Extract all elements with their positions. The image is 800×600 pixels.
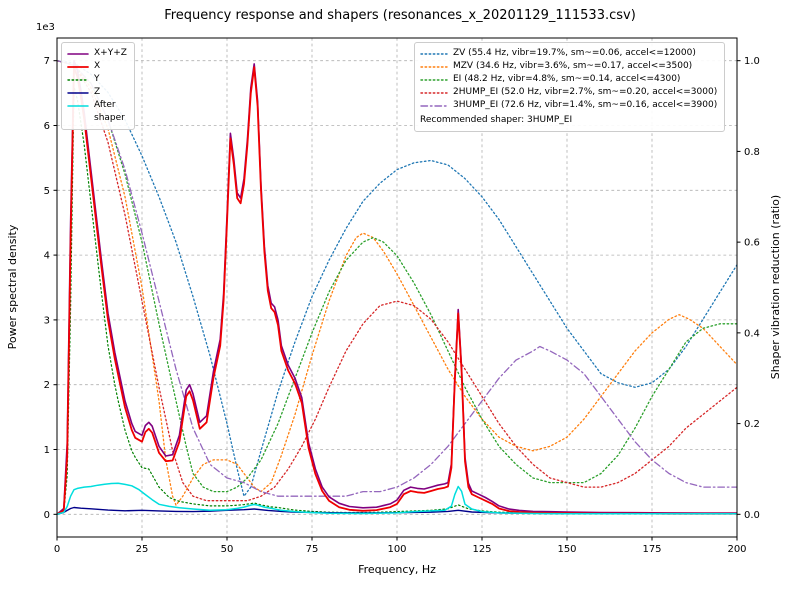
legend-item-mzv: MZV (34.6 Hz, vibr=3.6%, sm~=0.17, accel…	[420, 60, 717, 73]
series-x	[57, 66, 737, 516]
y-left-tick-label: 4	[44, 251, 50, 262]
x-tick-label: 125	[472, 544, 491, 555]
y-right-tick-label: 0.2	[744, 419, 760, 430]
legend-label-mzv: MZV (34.6 Hz, vibr=3.6%, sm~=0.17, accel…	[453, 61, 693, 72]
y-left-tick-label: 5	[44, 186, 50, 197]
y-right-tick-label: 0.4	[744, 328, 760, 339]
legend-item-after_shaper: After shaper	[67, 99, 127, 125]
y-right-tick-label: 0.6	[744, 238, 760, 249]
series-after_shaper	[57, 482, 737, 516]
x-tick-label: 175	[642, 544, 661, 555]
legend-label-y: Y	[94, 74, 100, 85]
legend-sample-after_shaper	[67, 105, 89, 107]
y-left-tick-label: 6	[44, 121, 50, 132]
legend-label-2hump_ei: 2HUMP_EI (52.0 Hz, vibr=2.7%, sm~=0.20, …	[453, 87, 718, 98]
y-left-tick-label: 0	[44, 510, 50, 521]
legend-item-zv: ZV (55.4 Hz, vibr=19.7%, sm~=0.06, accel…	[420, 47, 717, 60]
legend-label-z: Z	[94, 87, 101, 98]
legend-shapers: ZV (55.4 Hz, vibr=19.7%, sm~=0.06, accel…	[414, 42, 726, 133]
legend-label-zv: ZV (55.4 Hz, vibr=19.7%, sm~=0.06, accel…	[453, 48, 696, 58]
y-right-tick-label: 0.0	[744, 510, 760, 521]
x-tick-label: 200	[727, 544, 746, 555]
legend-label-3hump_ei: 3HUMP_EI (72.6 Hz, vibr=1.4%, sm~=0.16, …	[453, 100, 718, 111]
series-layer	[57, 59, 737, 516]
chart-title: Frequency response and shapers (resonanc…	[164, 8, 636, 23]
y-axis-label-left: Power spectral density	[6, 224, 19, 350]
legend-recommended-shaper: Recommended shaper: 3HUMP_EI	[420, 115, 573, 126]
y-right-tick-label: 1.0	[744, 56, 760, 67]
legend-label-x+y+z: X+Y+Z	[94, 48, 127, 58]
series-3hump_ei	[57, 60, 737, 497]
tick-layer: 0 25 50 75 100 125 150 175 200 0 1 2 3 4 5 6 7 0.0 0.2 0.4 0…	[44, 56, 760, 555]
x-tick-label: 150	[557, 544, 576, 555]
legend-sample-3hump_ei	[420, 105, 448, 107]
x-tick-label: 50	[221, 544, 234, 555]
legend-item-ei: EI (48.2 Hz, vibr=4.8%, sm~=0.14, accel<…	[420, 73, 717, 86]
x-tick-label: 75	[306, 544, 319, 555]
legend-label-ei: EI (48.2 Hz, vibr=4.8%, sm~=0.14, accel<…	[453, 74, 681, 85]
series-mzv	[57, 60, 737, 506]
y-left-tick-label: 3	[44, 315, 50, 326]
y-left-tick-label: 2	[44, 380, 50, 391]
legend-item-x+y+z: X+Y+Z	[67, 47, 127, 60]
legend-item-3hump_ei: 3HUMP_EI (72.6 Hz, vibr=1.4%, sm~=0.16, …	[420, 99, 717, 112]
legend-sample-y	[67, 79, 89, 81]
legend-item-2hump_ei: 2HUMP_EI (52.0 Hz, vibr=2.7%, sm~=0.20, …	[420, 86, 717, 99]
y-axis-offset-text: 1e3	[36, 22, 55, 33]
legend-label-x: X	[94, 61, 101, 72]
y-axis-label-right: Shaper vibration reduction (ratio)	[769, 194, 782, 380]
legend-sample-mzv	[420, 66, 448, 68]
legend-sample-x+y+z	[67, 53, 89, 55]
x-tick-label: 25	[136, 544, 149, 555]
y-left-tick-label: 1	[44, 445, 50, 456]
legend-sample-2hump_ei	[420, 92, 448, 94]
legend-sample-ei	[420, 79, 448, 81]
legend-psd: X+Y+Z X Y Z After shaper	[61, 42, 135, 131]
x-tick-label: 0	[54, 544, 60, 555]
legend-sample-z	[67, 92, 89, 94]
series-zv	[57, 60, 737, 497]
series-y	[57, 86, 737, 515]
legend-item-x: X	[67, 60, 127, 73]
x-axis-label: Frequency, Hz	[358, 563, 436, 576]
legend-item-z: Z	[67, 86, 127, 99]
legend-sample-x	[67, 66, 89, 68]
y-left-tick-label: 7	[44, 56, 50, 67]
legend-sample-zv	[420, 53, 448, 55]
x-tick-label: 100	[387, 544, 406, 555]
legend-label-after_shaper: After shaper	[94, 100, 125, 124]
y-right-tick-label: 0.8	[744, 147, 760, 158]
legend-item-y: Y	[67, 73, 127, 86]
